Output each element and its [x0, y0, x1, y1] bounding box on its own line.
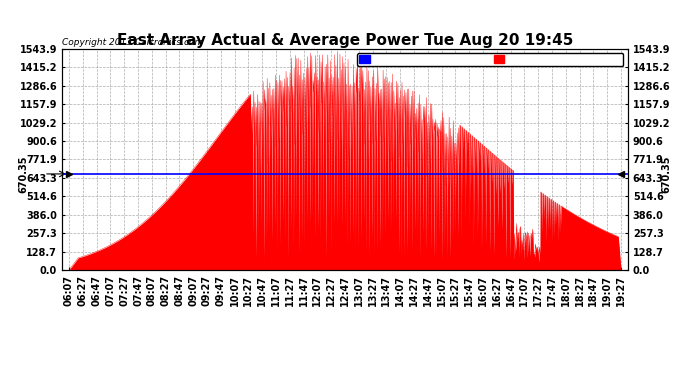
Text: Copyright 2013 Cartronics.com: Copyright 2013 Cartronics.com — [62, 38, 204, 46]
Title: East Array Actual & Average Power Tue Aug 20 19:45: East Array Actual & Average Power Tue Au… — [117, 33, 573, 48]
Text: 670.35: 670.35 — [18, 155, 28, 193]
Text: 670.35: 670.35 — [662, 155, 672, 193]
Legend: Average  (DC Watts), East Array  (DC Watts): Average (DC Watts), East Array (DC Watts… — [357, 53, 623, 66]
